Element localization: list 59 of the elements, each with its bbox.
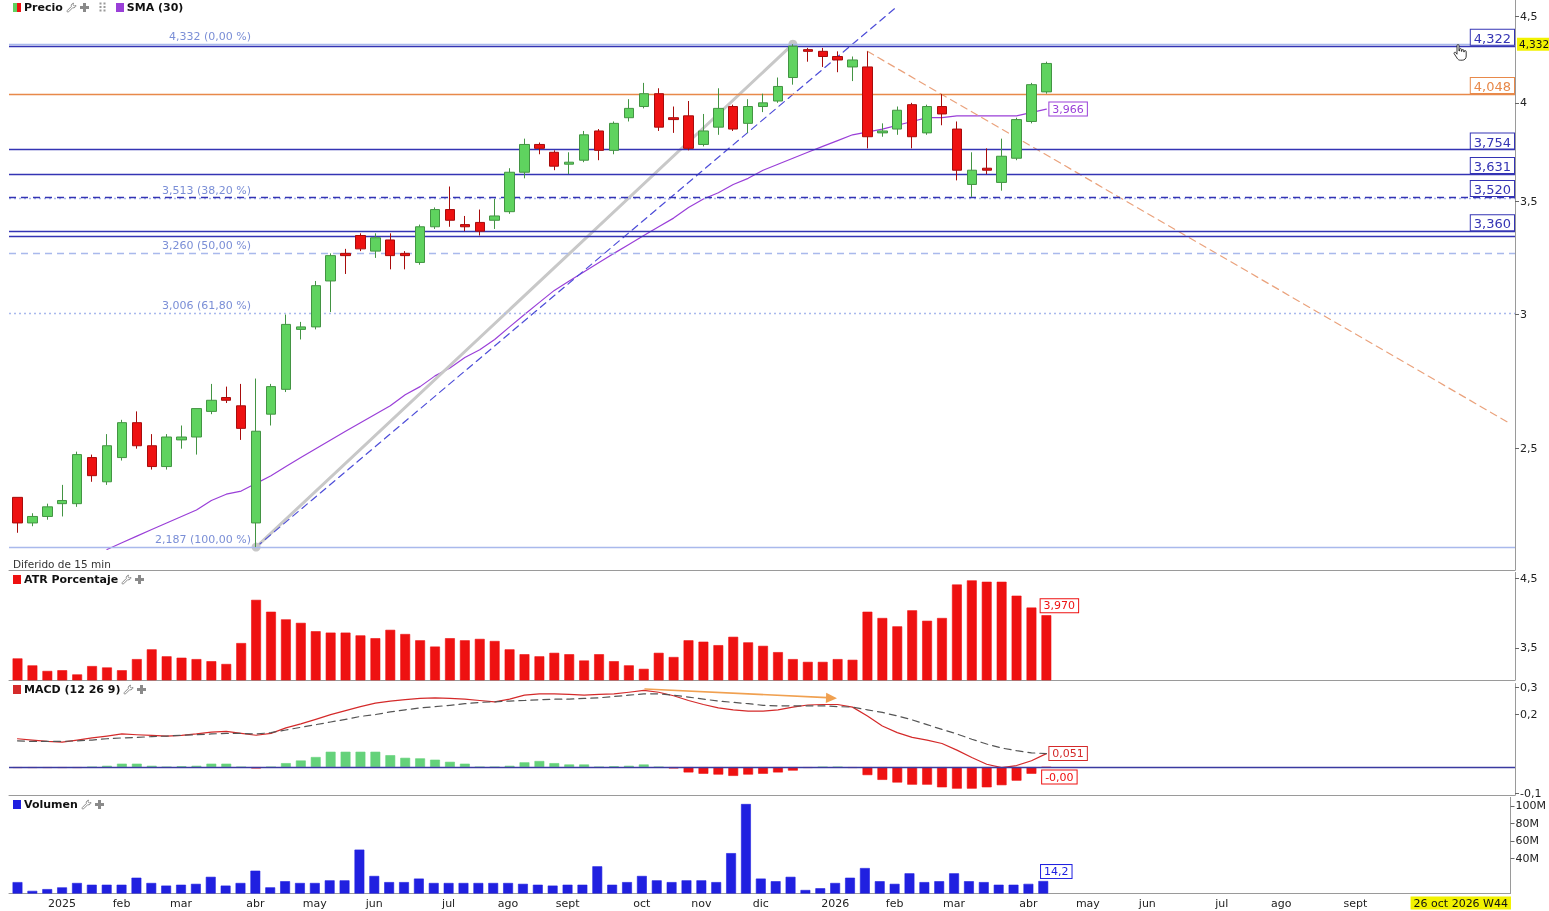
annotation: 3,513 (38,20 %): [162, 184, 252, 198]
x-tick-label: 2025: [48, 896, 77, 910]
ref-line-label: 4,048: [1473, 79, 1511, 95]
annotation: 2,187 (100,00 %): [155, 533, 252, 547]
data-label: -0,00: [1045, 770, 1074, 784]
y-tick-label: 60M: [1515, 834, 1540, 848]
y-tick-label: 0,3: [1520, 681, 1538, 694]
annotation: 4,332 (0,00 %): [169, 30, 252, 44]
ref-line-label: 4,322: [1473, 30, 1511, 46]
data-label: 0,051: [1052, 747, 1084, 761]
x-tick-label: may: [1075, 896, 1101, 910]
x-tick-label: ago: [497, 896, 519, 910]
x-tick-label: jul: [441, 896, 456, 910]
x-tick-label: jun: [364, 896, 383, 910]
annotation: 3,006 (61,80 %): [162, 299, 252, 313]
y-tick-label: -0,1: [1520, 787, 1542, 801]
y-tick-label: 40M: [1515, 851, 1540, 865]
y-tick-label: 80M: [1515, 816, 1540, 830]
x-tick-label: feb: [885, 896, 904, 910]
data-label: 14,2: [1044, 865, 1069, 879]
annotation: 4,332: [1519, 38, 1549, 51]
x-tick-label: feb: [112, 896, 131, 910]
legend-label: Precio: [24, 0, 63, 14]
legend-label: SMA (30): [126, 0, 184, 14]
x-tick-label: abr: [1019, 896, 1039, 910]
y-tick-label: 4,5: [1520, 9, 1538, 23]
data-label: 3,966: [1052, 102, 1084, 116]
x-tick-label: mar: [943, 896, 966, 910]
x-tick-label: jul: [1214, 896, 1229, 910]
x-tick-label: jun: [1137, 896, 1156, 910]
y-tick-label: 0,2: [1520, 707, 1538, 721]
y-tick-label: 100M: [1515, 799, 1547, 813]
y-tick-label: 2,5: [1520, 442, 1538, 456]
x-tick-label: sept: [1343, 896, 1369, 910]
annotation: Diferido de 15 min: [13, 557, 111, 570]
x-tick-label: ago: [1270, 896, 1292, 910]
x-tick-label: may: [302, 896, 328, 910]
x-tick-label: nov: [691, 896, 712, 910]
x-tick-label: sept: [555, 896, 581, 910]
y-tick-label: 4,5: [1520, 571, 1538, 585]
annotation: 3,260 (50,00 %): [162, 239, 252, 253]
x-tick-label: mar: [170, 896, 193, 910]
y-tick-label: 3,5: [1520, 194, 1538, 208]
ref-line-label: 3,631: [1473, 159, 1511, 175]
ref-line-label: 3,520: [1473, 181, 1511, 197]
ref-line-label: 3,360: [1473, 216, 1511, 232]
ref-line-label: 3,754: [1473, 134, 1511, 150]
x-tick-label: 2026: [821, 896, 850, 910]
legend-label: MACD (12 26 9): [24, 682, 121, 696]
x-tick-label: abr: [246, 896, 265, 910]
y-tick-label: 4: [1520, 96, 1527, 110]
text: 26 oct 2026 W44: [1413, 896, 1508, 910]
x-tick-label: dic: [752, 896, 769, 910]
y-tick-label: 3,5: [1520, 641, 1538, 655]
y-tick-label: 3: [1520, 308, 1527, 322]
data-label: 3,970: [1043, 599, 1076, 613]
legend-label: ATR Porcentaje: [24, 572, 119, 586]
legend-label: Volumen: [24, 797, 78, 811]
x-tick-label: oct: [633, 896, 652, 910]
